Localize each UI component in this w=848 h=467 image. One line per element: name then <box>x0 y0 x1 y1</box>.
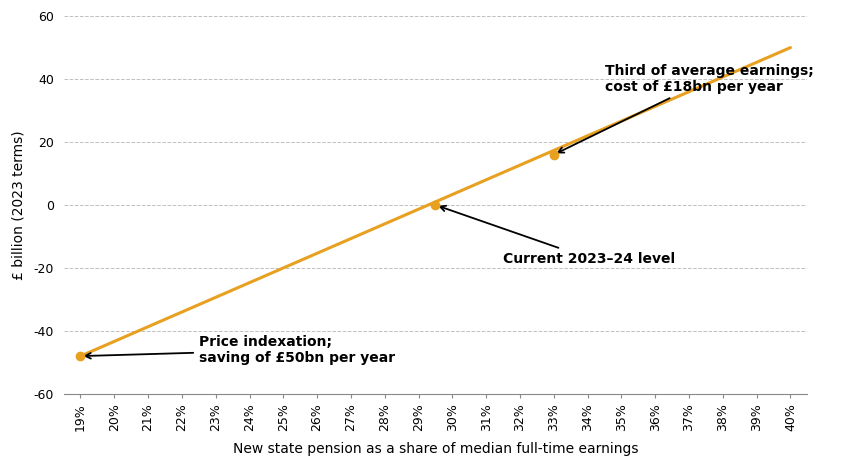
Text: Third of average earnings;
cost of £18bn per year: Third of average earnings; cost of £18bn… <box>558 64 813 153</box>
Y-axis label: £ billion (2023 terms): £ billion (2023 terms) <box>11 130 25 280</box>
Text: Price indexation;
saving of £50bn per year: Price indexation; saving of £50bn per ye… <box>86 335 395 365</box>
X-axis label: New state pension as a share of median full-time earnings: New state pension as a share of median f… <box>232 442 639 456</box>
Text: Current 2023–24 level: Current 2023–24 level <box>440 206 675 266</box>
